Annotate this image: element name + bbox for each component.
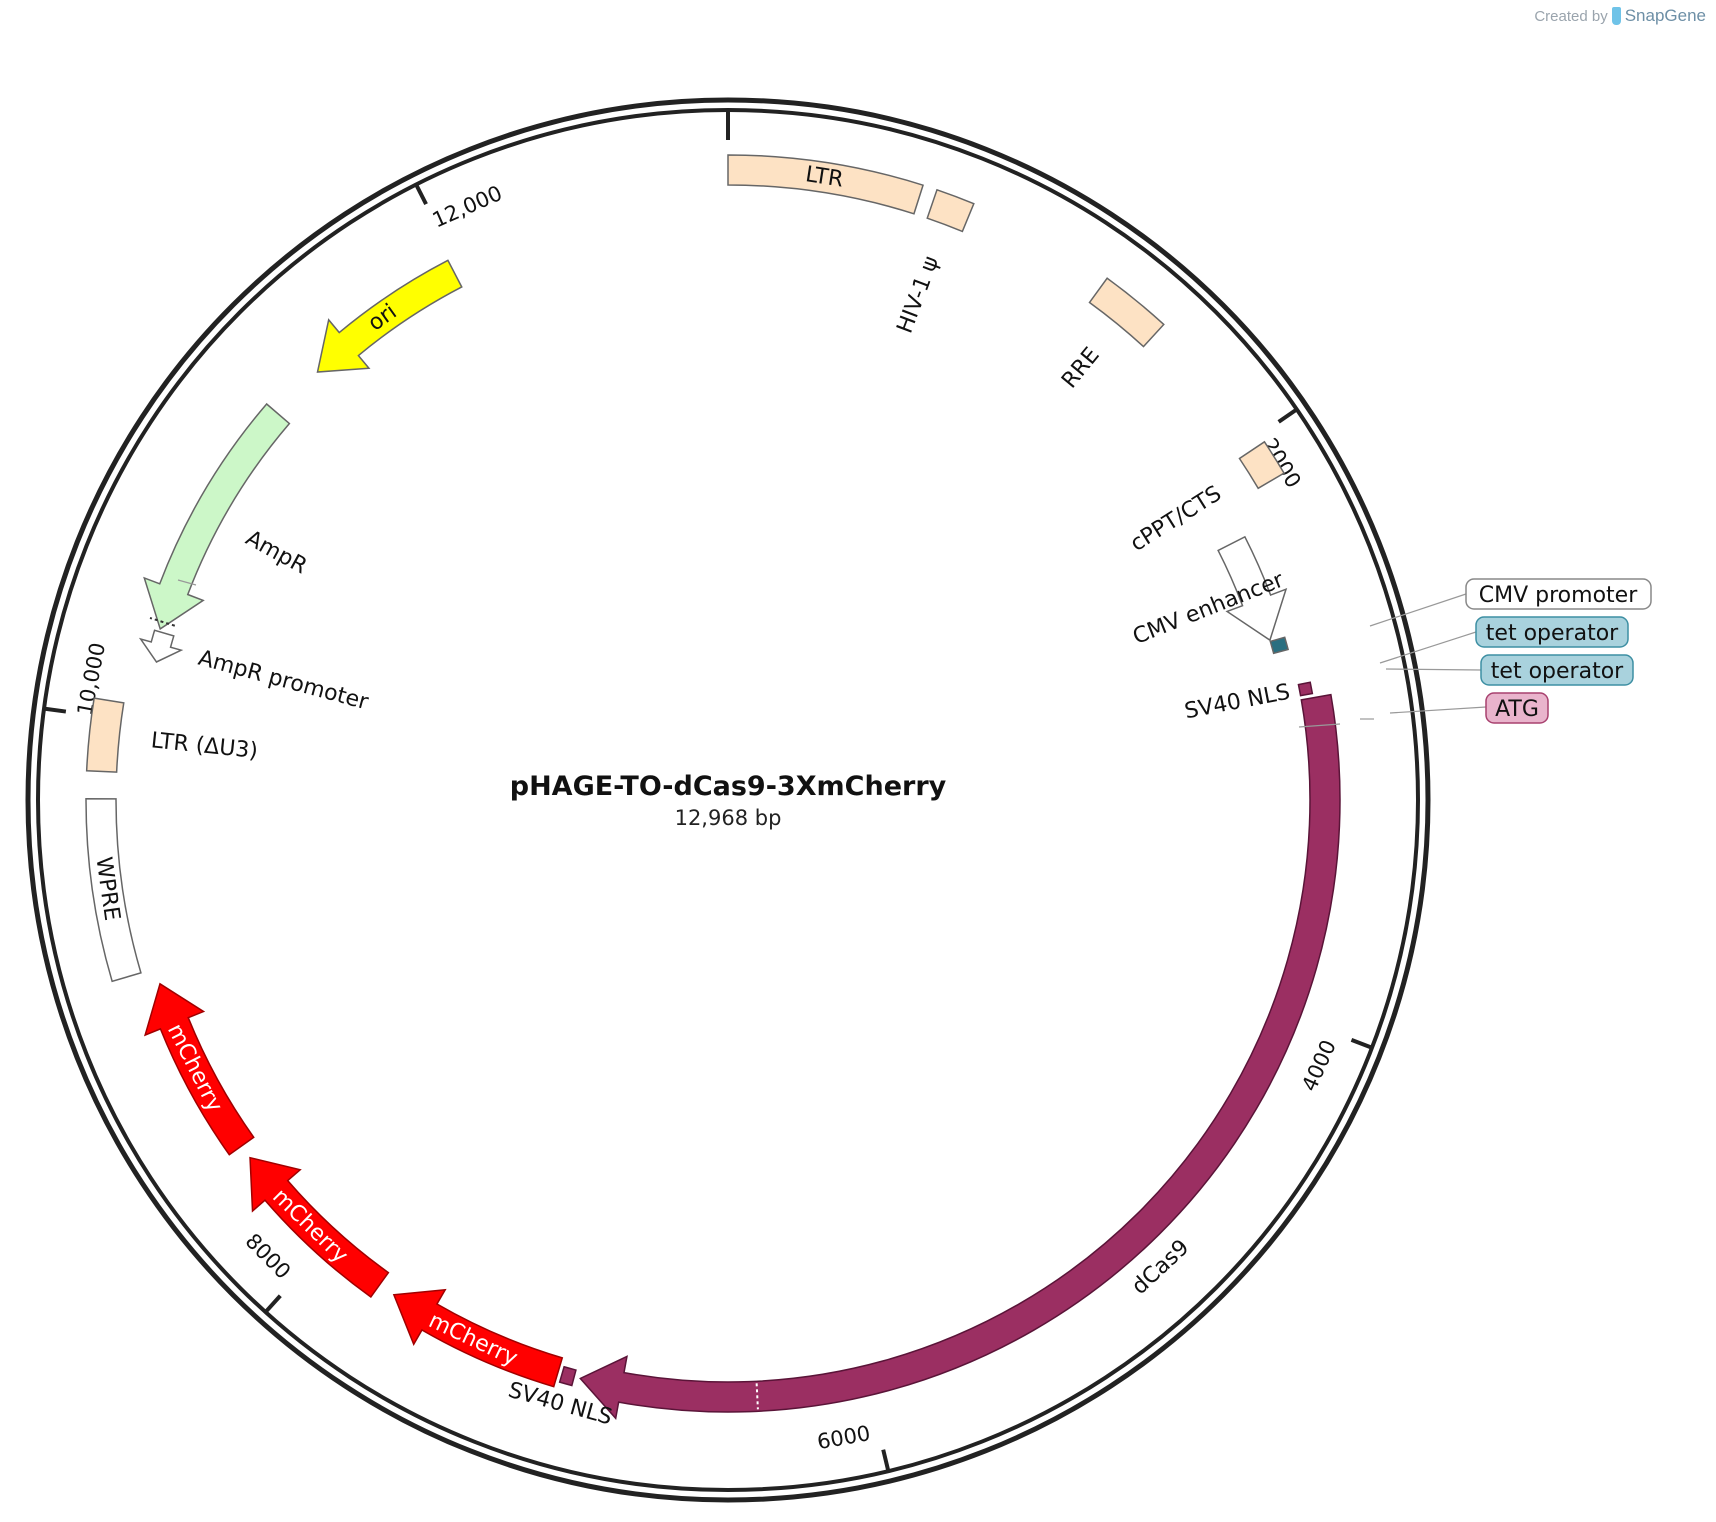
plasmid-name: pHAGE-TO-dCas9-3XmCherry — [510, 771, 947, 802]
feature-rre[interactable] — [1088, 277, 1165, 348]
callouts: CMV promoter tet operator tet operator A… — [177, 578, 1652, 728]
feature-ltr-du3[interactable] — [85, 697, 125, 773]
feature-mcherry-1[interactable] — [392, 1288, 564, 1388]
credit-brand: SnapGene — [1624, 6, 1706, 25]
features — [85, 154, 1341, 1421]
feature-label-sv40-nls-1: SV40 NLS — [1183, 680, 1292, 725]
feature-label-hiv-psi: HIV-1 ψ — [893, 253, 945, 337]
feature-cppt[interactable] — [1238, 440, 1286, 490]
feature-sv40-nls-2[interactable] — [558, 1365, 577, 1387]
feature-label-ampr: AmpR — [241, 526, 311, 579]
feature-label-cppt: cPPT/CTS — [1126, 481, 1226, 557]
snapgene-credit: Created by SnapGene — [1534, 6, 1706, 26]
feature-label-ltr: LTR — [804, 162, 845, 193]
feature-divider — [755, 1383, 759, 1410]
tick-mark — [264, 1294, 282, 1314]
feature-wpre[interactable] — [85, 798, 142, 983]
feature-tet-operator[interactable] — [1269, 636, 1290, 655]
snapgene-logo-icon — [1611, 7, 1621, 25]
feature-divider — [149, 616, 176, 627]
feature-label-ampr-promoter: AmpR promoter — [196, 646, 372, 716]
plasmid-size: 12,968 bp — [675, 806, 782, 830]
credit-prefix: Created by — [1534, 7, 1608, 25]
feature-ori[interactable] — [316, 259, 463, 373]
feature-sv40-nls-1[interactable] — [1297, 681, 1314, 697]
callout-tet-operator-2: tet operator — [1480, 654, 1634, 686]
feature-ltr[interactable] — [727, 154, 924, 215]
feature-label-ltr-du3: LTR (ΔU3) — [150, 728, 259, 764]
feature-ampr[interactable] — [143, 402, 291, 631]
feature-ampr-promoter[interactable] — [138, 629, 184, 663]
svg-text:tet operator: tet operator — [1491, 659, 1624, 684]
tick-mark — [881, 1449, 891, 1472]
svg-text:CMV promoter: CMV promoter — [1479, 583, 1638, 608]
callout-atg: ATG — [1485, 692, 1549, 724]
tick-mark — [1277, 407, 1298, 424]
tick-mark — [414, 183, 428, 206]
feature-hiv-psi[interactable] — [926, 188, 975, 233]
tick-label: 4000 — [1297, 1036, 1341, 1095]
feature-label-rre: RRE — [1057, 343, 1105, 393]
tick-mark — [1350, 1037, 1373, 1050]
callout-cmv-promoter: CMV promoter — [1465, 578, 1652, 610]
feature-dcas9[interactable] — [579, 693, 1341, 1421]
feature-cmv-enhancer[interactable] — [1217, 535, 1288, 642]
tick-label: 12,000 — [429, 181, 506, 233]
tick-label: 6000 — [815, 1421, 872, 1454]
feature-mcherry-3[interactable] — [143, 982, 255, 1156]
svg-text:tet operator: tet operator — [1486, 621, 1619, 646]
tick-label: 8000 — [241, 1229, 296, 1284]
callout-tet-operator-1: tet operator — [1475, 616, 1629, 648]
feature-mcherry-2[interactable] — [249, 1156, 390, 1299]
tick-mark — [43, 706, 67, 714]
svg-text:ATG: ATG — [1495, 697, 1539, 722]
